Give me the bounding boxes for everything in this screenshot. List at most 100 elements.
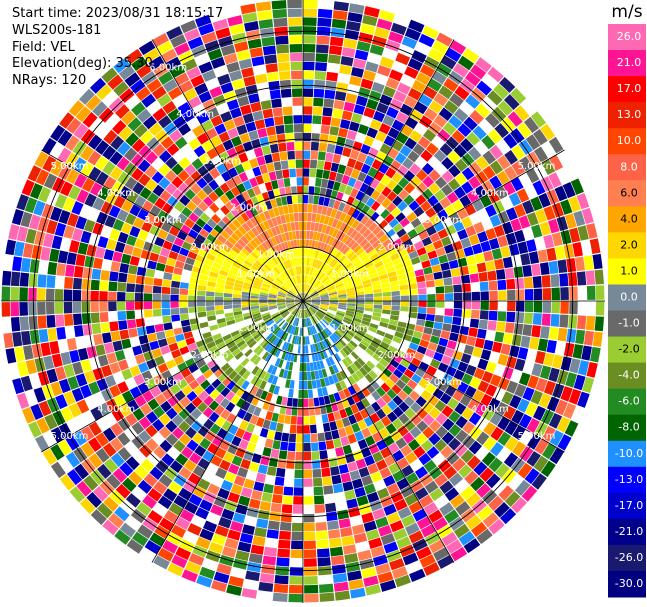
ppi-cell <box>306 285 311 294</box>
ppi-cell <box>376 265 386 273</box>
ppi-cell <box>511 161 526 176</box>
ppi-cell <box>442 269 452 279</box>
ppi-cell <box>339 64 352 75</box>
ppi-cell <box>395 268 406 276</box>
ppi-cell <box>395 212 406 223</box>
ppi-cell <box>396 326 406 334</box>
ppi-cell <box>386 202 397 213</box>
ppi-cell <box>470 64 487 80</box>
ppi-cell <box>312 231 318 241</box>
ppi-cell <box>448 259 459 270</box>
ppi-cell <box>303 186 309 195</box>
ppi-cell <box>479 281 489 291</box>
ppi-cell <box>366 329 376 337</box>
ppi-cell <box>582 376 595 393</box>
ppi-cell <box>365 61 379 73</box>
ppi-cell <box>449 39 467 55</box>
ppi-cell <box>474 185 487 199</box>
ppi-cell <box>320 275 328 283</box>
ppi-cell <box>373 292 383 297</box>
ppi-cell <box>520 253 531 266</box>
colorbar-tick-label: -8.0 <box>618 421 639 434</box>
ppi-cell <box>320 294 329 298</box>
ppi-cell <box>315 213 321 223</box>
ppi-cell <box>335 220 343 230</box>
ppi-cell <box>365 297 374 301</box>
ppi-cell <box>328 306 338 310</box>
ppi-cell <box>314 281 322 289</box>
ppi-cell <box>334 210 343 220</box>
ppi-cell <box>525 402 538 417</box>
ppi-cell <box>426 307 436 315</box>
ppi-cell <box>303 123 312 133</box>
ppi-cell <box>362 228 372 238</box>
ppi-cell <box>391 384 402 395</box>
ppi-cell <box>422 175 435 188</box>
ppi-cell <box>347 327 357 335</box>
ppi-cell <box>317 285 325 292</box>
ppi-cell <box>377 248 387 257</box>
ppi-cell <box>515 289 525 301</box>
ppi-cell <box>382 256 392 265</box>
ppi-cell <box>434 278 444 287</box>
ppi-cell <box>326 71 339 82</box>
ppi-cell <box>442 418 455 431</box>
ppi-cell <box>374 73 388 86</box>
ppi-cell <box>311 294 319 298</box>
ppi-cell <box>448 115 463 129</box>
ppi-cell <box>359 238 369 248</box>
ppi-cell <box>325 281 334 288</box>
ppi-cell <box>321 206 328 216</box>
ppi-cell <box>539 221 551 236</box>
ppi-cell <box>464 71 481 87</box>
ppi-cell <box>371 390 381 401</box>
ppi-cell <box>351 337 361 346</box>
ppi-cell <box>311 302 320 305</box>
ppi-cell <box>454 158 468 172</box>
ppi-cell <box>402 157 414 170</box>
ppi-cell <box>315 177 322 187</box>
ppi-cell <box>444 285 454 293</box>
ppi-cell <box>497 431 512 447</box>
ppi-cell <box>568 272 578 286</box>
ppi-cell <box>372 226 382 236</box>
ppi-cell <box>575 329 586 345</box>
ppi-cell <box>331 218 339 228</box>
ppi-cell <box>502 256 513 269</box>
ppi-cell <box>337 289 346 294</box>
ppi-cell <box>395 379 407 390</box>
ppi-cell <box>534 236 546 251</box>
colorbar-tick-label: 10.0 <box>617 134 642 147</box>
ppi-cell <box>318 308 327 313</box>
ppi-cell <box>496 269 506 280</box>
ppi-cell <box>369 272 379 279</box>
ppi-cell <box>485 361 497 374</box>
ppi-cell <box>349 149 360 160</box>
ppi-cell <box>309 177 316 187</box>
ppi-cell <box>399 311 409 318</box>
ppi-cell <box>394 152 407 165</box>
ppi-cell <box>332 249 339 258</box>
ppi-cell <box>453 523 470 539</box>
ppi-cell <box>433 271 443 280</box>
ppi-cell <box>328 270 336 278</box>
ppi-cell <box>503 405 517 420</box>
ppi-cell <box>380 174 391 186</box>
ppi-cell <box>303 221 307 231</box>
ppi-cell <box>488 518 505 535</box>
ppi-cell <box>433 149 447 163</box>
ppi-cell <box>320 302 329 305</box>
ppi-cell <box>407 363 418 373</box>
ppi-cell <box>446 251 457 262</box>
ppi-cell <box>469 426 483 440</box>
ppi-cell <box>479 467 494 482</box>
ppi-cell <box>576 192 590 210</box>
ppi-cell <box>514 358 526 372</box>
ppi-cell <box>532 313 542 326</box>
ppi-cell <box>303 26 317 35</box>
ppi-cell <box>374 27 390 39</box>
ppi-cell <box>420 149 433 162</box>
ppi-cell <box>476 431 490 446</box>
ppi-cell <box>434 189 446 202</box>
ppi-cell <box>408 312 418 319</box>
